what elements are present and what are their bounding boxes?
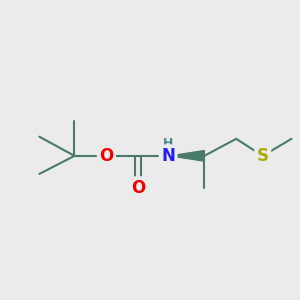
Text: O: O <box>131 179 146 197</box>
Text: S: S <box>257 147 269 165</box>
Text: N: N <box>161 147 175 165</box>
Text: H: H <box>163 136 173 150</box>
Text: O: O <box>99 147 113 165</box>
Polygon shape <box>170 151 204 161</box>
